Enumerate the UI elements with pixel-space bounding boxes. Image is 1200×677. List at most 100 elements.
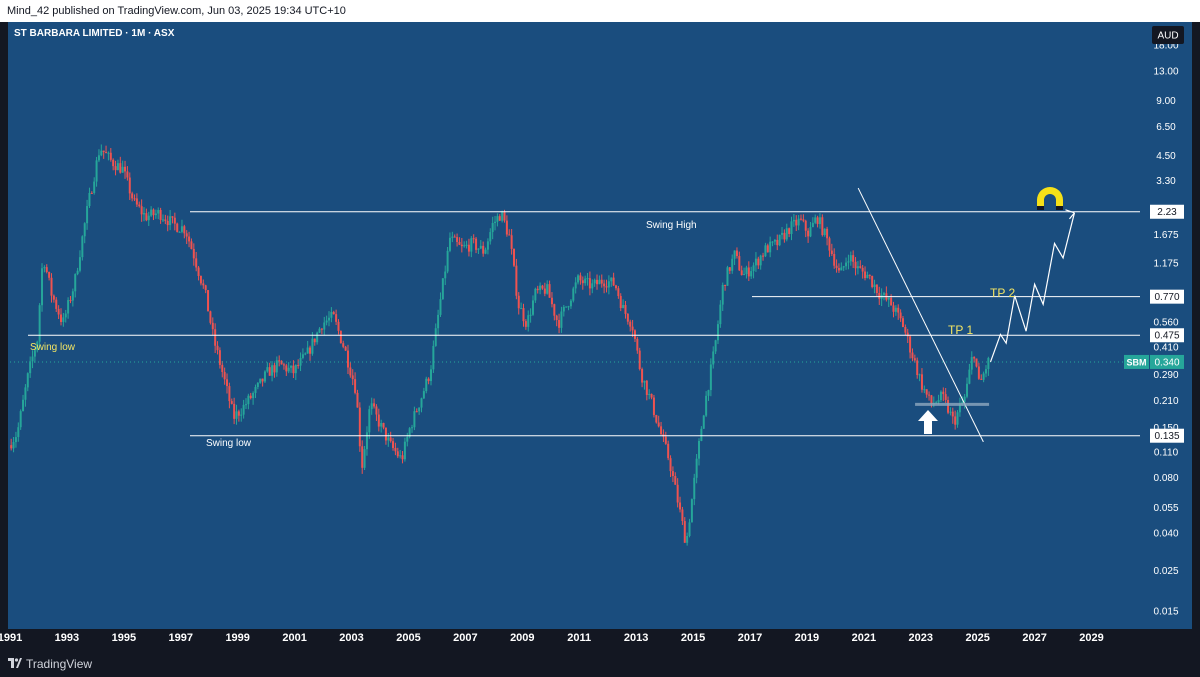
candle-body <box>494 221 497 223</box>
price-label: 0.475 <box>1154 331 1179 342</box>
price-chart[interactable]: 18.00 13.00 9.00 6.50 4.50 3.30 1.675 1.175 0.56… <box>0 22 1200 652</box>
candle-body <box>301 354 304 358</box>
candle-body <box>287 367 290 372</box>
candle-body <box>69 300 72 302</box>
candle-body <box>513 248 516 266</box>
candle-body <box>48 271 51 278</box>
candle-body <box>157 209 160 214</box>
candle-body <box>655 415 658 423</box>
candle-body <box>799 218 802 220</box>
candle-body <box>764 245 767 257</box>
candle-body <box>463 245 466 247</box>
candle-body <box>878 293 881 299</box>
candle-body <box>783 232 786 240</box>
candle-body <box>425 378 428 392</box>
candle-body <box>776 239 779 246</box>
candle-body <box>688 522 691 536</box>
candle-body <box>894 307 897 312</box>
candle-body <box>873 284 876 288</box>
candle-body <box>707 390 710 396</box>
candle-body <box>294 364 297 374</box>
candle-body <box>192 248 195 259</box>
candle-body <box>183 226 186 234</box>
candle-body <box>638 350 641 370</box>
candle-body <box>382 422 385 428</box>
candle-body <box>901 318 904 328</box>
candles-group <box>10 144 990 546</box>
candle-body <box>373 403 376 407</box>
candle-body <box>517 295 520 309</box>
candle-body <box>505 220 508 235</box>
candle-body <box>282 364 285 366</box>
candle-body <box>363 449 366 468</box>
candle-body <box>937 400 940 403</box>
candle-body <box>648 393 651 395</box>
candle-body <box>804 220 807 231</box>
candle-body <box>86 206 89 224</box>
candle-body <box>581 280 584 284</box>
candle-body <box>342 343 345 347</box>
candle-body <box>679 502 682 510</box>
candle-body <box>71 291 74 301</box>
candle-body <box>297 364 300 366</box>
candle-body <box>228 386 231 402</box>
candle-body <box>263 371 266 382</box>
projection-arrowhead <box>1065 209 1075 220</box>
candle-body <box>202 283 205 286</box>
candle-body <box>166 220 169 226</box>
candle-body <box>980 378 983 380</box>
currency-badge[interactable] <box>1152 26 1184 44</box>
candle-body <box>984 369 987 374</box>
candle-body <box>261 378 264 382</box>
candle-body <box>138 204 141 207</box>
candle-body <box>840 267 843 271</box>
candle-body <box>909 336 912 353</box>
x-tick-label: 2015 <box>681 632 705 644</box>
candle-body <box>387 437 390 441</box>
candle-body <box>354 379 357 393</box>
candle-body <box>10 445 13 449</box>
candle-body <box>515 265 518 296</box>
candle-body <box>773 239 776 242</box>
candle-body <box>660 426 663 435</box>
candle-body <box>911 352 914 359</box>
candle-body <box>572 288 575 301</box>
candle-body <box>833 254 836 266</box>
candle-body <box>657 422 660 427</box>
candle-body <box>429 369 432 382</box>
candle-body <box>237 411 240 416</box>
candle-body <box>721 284 724 305</box>
candle-body <box>598 279 601 285</box>
candle-body <box>970 357 973 370</box>
annotation-swing-low-upper: Swing low <box>30 342 76 353</box>
candle-body <box>501 211 504 221</box>
candle-body <box>275 360 278 373</box>
candle-body <box>392 441 395 448</box>
candle-body <box>942 391 945 395</box>
candle-body <box>614 285 617 289</box>
x-tick-label: 2005 <box>396 632 420 644</box>
candle-body <box>399 455 402 457</box>
candle-body <box>413 411 416 428</box>
candle-body <box>619 296 622 309</box>
candle-body <box>567 306 570 308</box>
candle-body <box>292 365 295 374</box>
candle-body <box>918 374 921 376</box>
candle-body <box>612 277 615 286</box>
candle-body <box>448 237 451 251</box>
candle-body <box>434 328 437 346</box>
footer-bar: TradingView <box>0 652 1200 677</box>
candle-body <box>299 357 302 366</box>
candle-body <box>539 285 542 291</box>
candle-body <box>19 411 22 428</box>
candle-body <box>335 314 338 322</box>
candle-body <box>171 216 174 218</box>
candle-body <box>944 394 947 400</box>
candle-body <box>864 271 867 279</box>
candle-body <box>475 238 478 250</box>
candle-body <box>422 391 425 399</box>
magnet-icon <box>1037 187 1063 210</box>
candle-body <box>586 278 589 280</box>
y-tick-label: 0.150 <box>1153 423 1178 434</box>
candle-body <box>389 437 392 442</box>
